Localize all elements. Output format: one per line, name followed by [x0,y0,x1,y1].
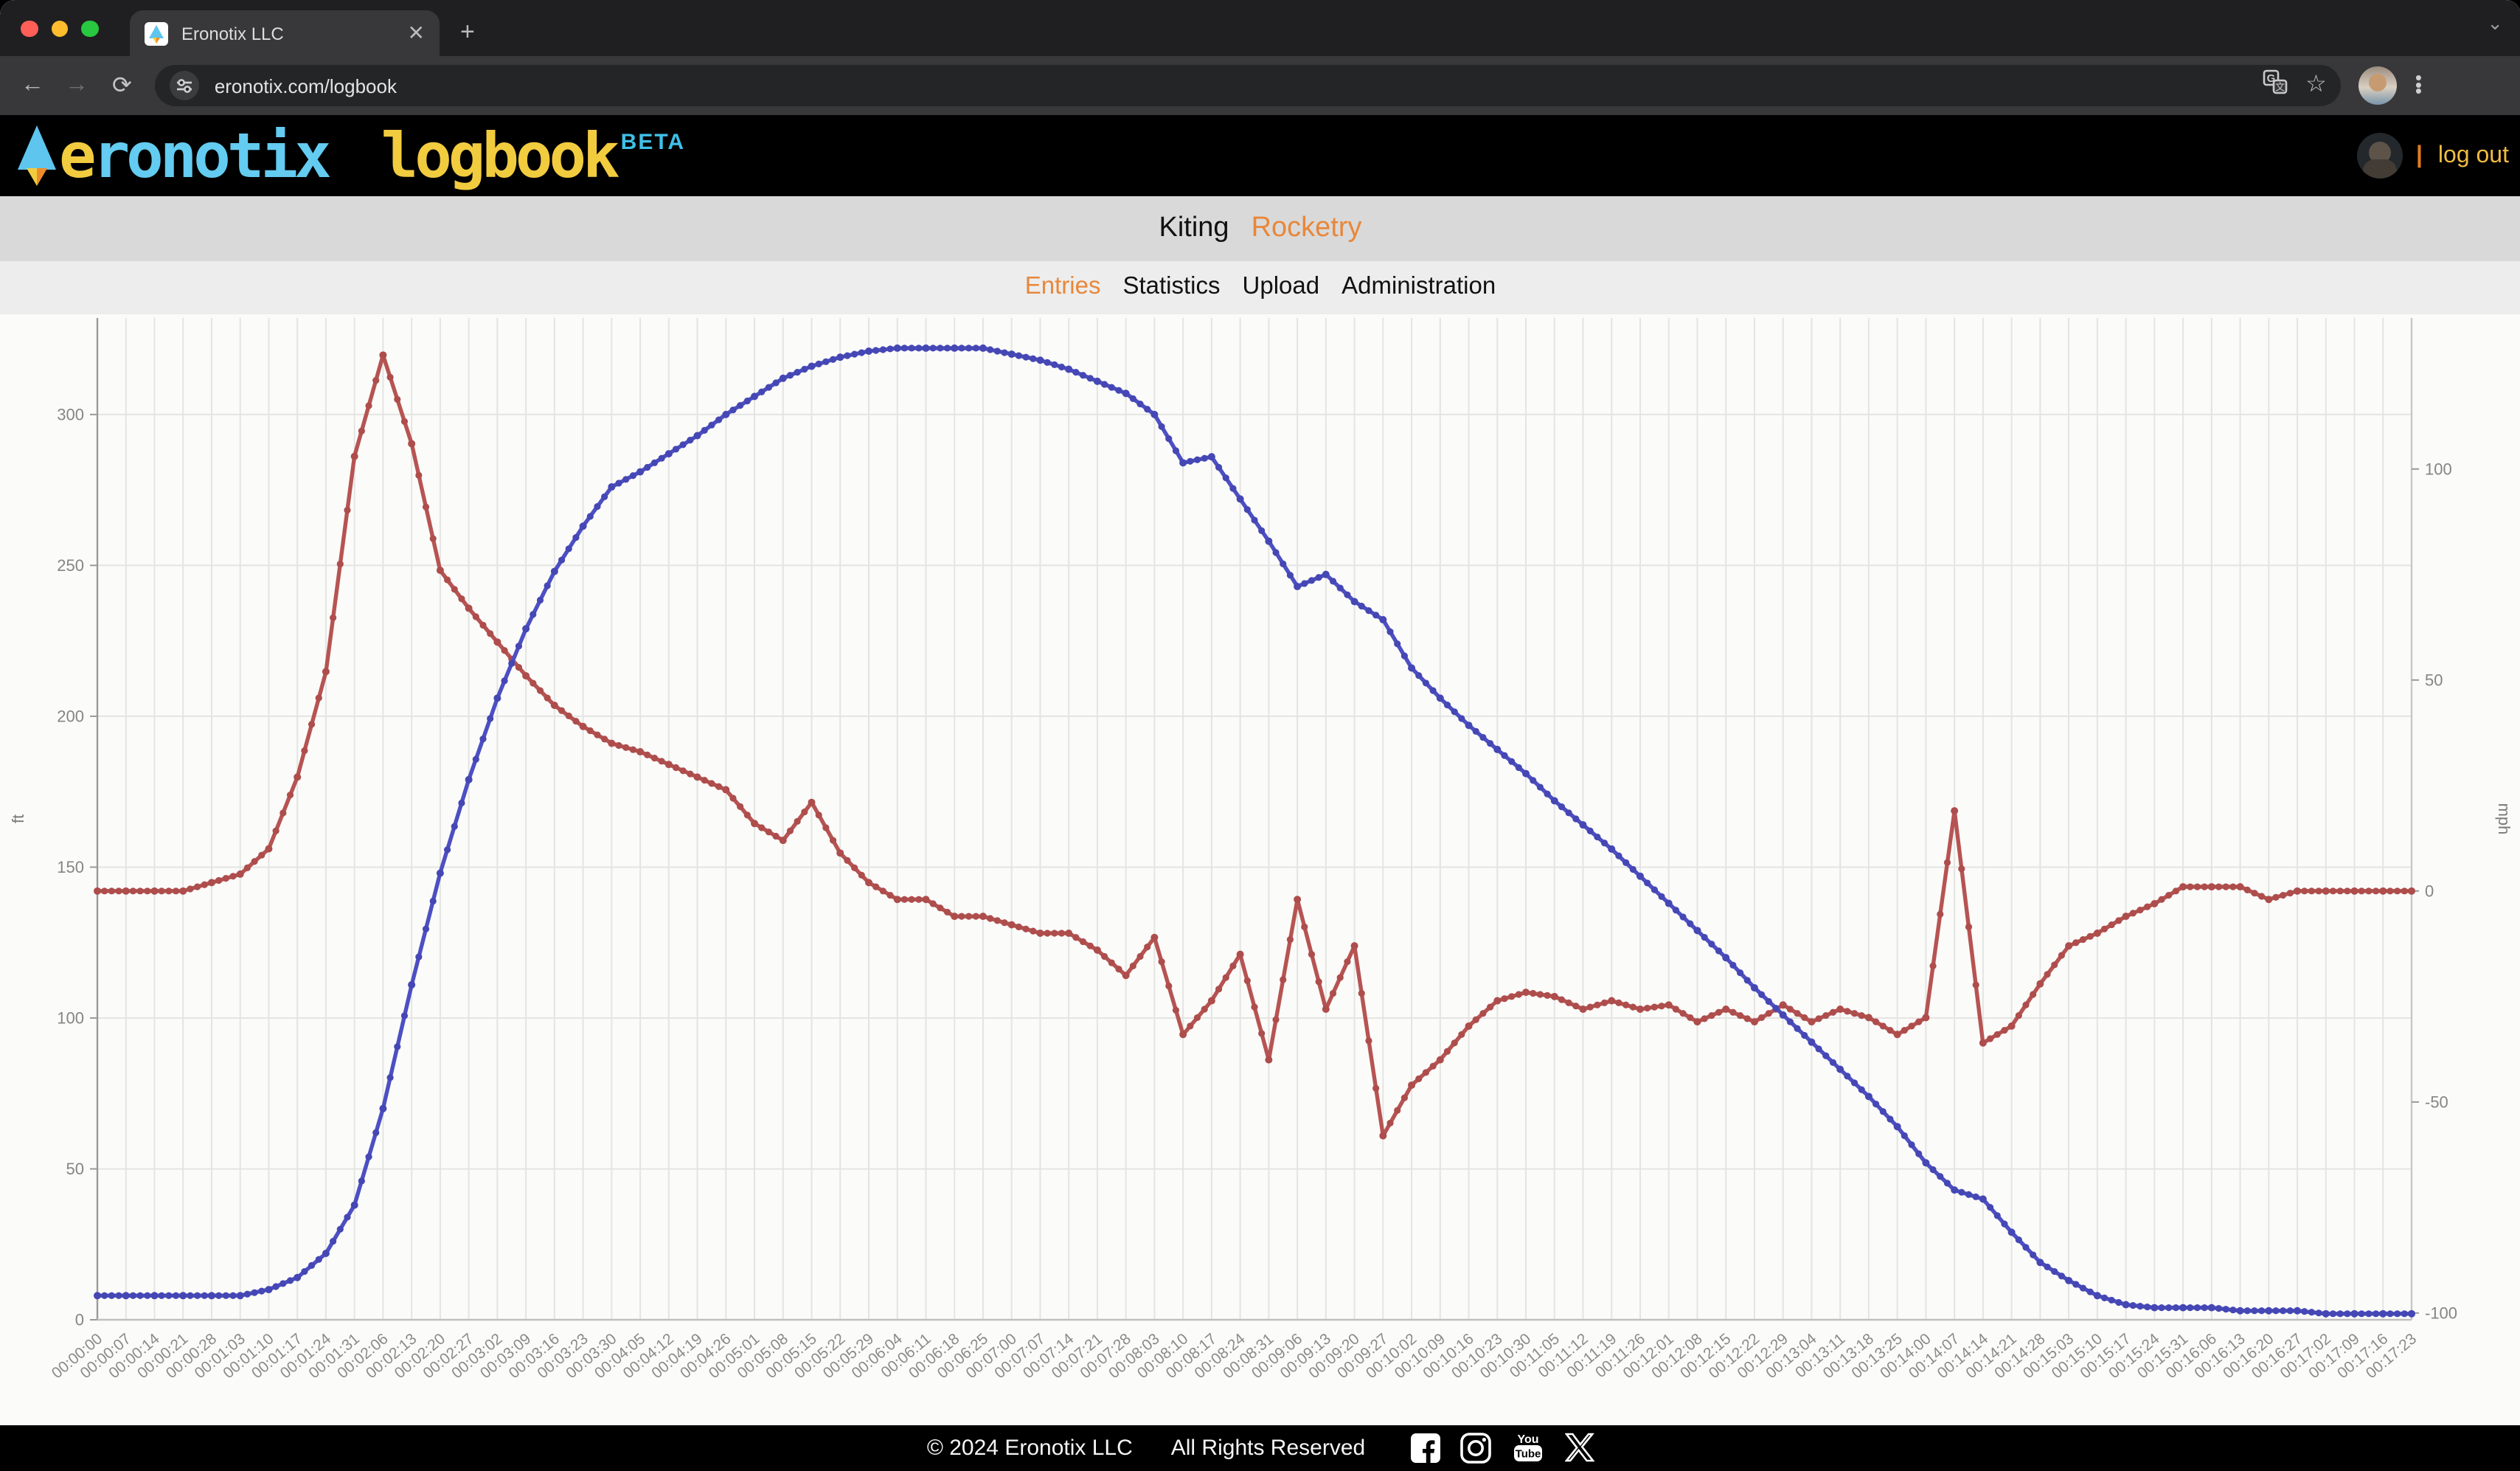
secondary-nav: Entries Statistics Upload Administration [0,261,2520,314]
rights-text: All Rights Reserved [1170,1435,1366,1461]
svg-text:-100: -100 [2425,1303,2457,1321]
svg-text:Tube: Tube [1515,1448,1541,1461]
site-footer: © 2024 Eronotix LLC All Rights Reserved … [0,1425,2520,1471]
minimize-window-button[interactable] [51,20,68,37]
reload-button[interactable]: ⟳ [112,74,132,99]
nav-item-kiting[interactable]: Kiting [1159,212,1229,243]
nav-item-rocketry[interactable]: Rocketry [1251,212,1362,243]
brand-rest: ronotix [92,120,332,192]
close-window-button[interactable] [21,20,38,37]
flight-chart: 0 50 100 150 200 250 300 -100 -50 0 50 100 00:00:00 0… [0,314,2520,1424]
svg-text:300: 300 [57,404,84,423]
site-favicon-icon [145,21,168,45]
browser-profile-avatar[interactable] [2358,66,2398,105]
tab-close-icon[interactable]: ✕ [407,21,425,44]
tab-search-chevron-icon[interactable]: ⌄ [2487,12,2503,34]
user-avatar[interactable] [2357,133,2403,179]
tab-entries[interactable]: Entries [1024,273,1101,300]
youtube-icon[interactable]: You Tube [1510,1432,1545,1464]
product-name: logbook [381,120,620,192]
translate-icon[interactable]: G 文 [2263,69,2288,102]
x-icon[interactable] [1564,1433,1594,1463]
svg-text:100: 100 [57,1008,84,1027]
brand-accent-letter: e [59,120,97,192]
tab-strip: Eronotix LLC ✕ + ⌄ [0,0,2520,56]
tab-upload[interactable]: Upload [1242,273,1320,300]
svg-text:mph: mph [2495,803,2513,834]
site-header: eronotix logbook BETA | log out [0,115,2520,196]
instagram-icon[interactable] [1459,1432,1490,1464]
tab-statistics[interactable]: Statistics [1122,273,1221,300]
browser-tab[interactable]: Eronotix LLC ✕ [130,10,440,56]
svg-text:0: 0 [75,1310,84,1329]
new-tab-button[interactable]: + [460,18,475,46]
url-text[interactable]: eronotix.com/logbook [214,75,397,97]
browser-toolbar: ← → ⟳ eronotix.com/logbook G 文 [0,56,2520,115]
svg-text:0: 0 [2425,881,2434,899]
svg-text:50: 50 [2425,670,2443,688]
tab-title: Eronotix LLC [181,23,284,44]
svg-text:250: 250 [57,555,84,574]
beta-badge: BETA [620,130,686,155]
svg-text:ft: ft [9,814,27,823]
forward-button[interactable]: → [65,72,88,97]
logout-separator: | [2416,142,2423,167]
svg-text:You: You [1517,1434,1538,1447]
svg-text:100: 100 [2425,459,2452,477]
svg-text:50: 50 [66,1159,84,1177]
zoom-window-button[interactable] [81,20,98,37]
svg-text:文: 文 [2275,81,2285,92]
primary-nav: Kiting Rocketry [0,196,2520,261]
facebook-icon[interactable] [1409,1433,1440,1464]
logout-link[interactable]: log out [2437,142,2509,167]
svg-text:150: 150 [57,857,84,876]
logout-area: | log out [2416,142,2509,169]
tab-administration[interactable]: Administration [1341,273,1496,300]
svg-text:G: G [2267,72,2276,85]
bookmark-star-icon[interactable]: ☆ [2305,72,2327,97]
copyright-text: © 2024 Eronotix LLC [926,1435,1133,1461]
svg-text:-50: -50 [2425,1092,2448,1110]
address-bar[interactable]: eronotix.com/logbook G 文 ☆ [155,65,2342,106]
back-button[interactable]: ← [21,72,44,97]
rocket-logo-icon [18,125,56,186]
browser-menu-icon[interactable]: • • • [2415,66,2422,103]
traffic-lights [21,20,98,37]
site-settings-icon[interactable] [170,71,200,100]
svg-text:200: 200 [57,707,84,725]
brand-wordmark: eronotix logbook [59,120,620,192]
